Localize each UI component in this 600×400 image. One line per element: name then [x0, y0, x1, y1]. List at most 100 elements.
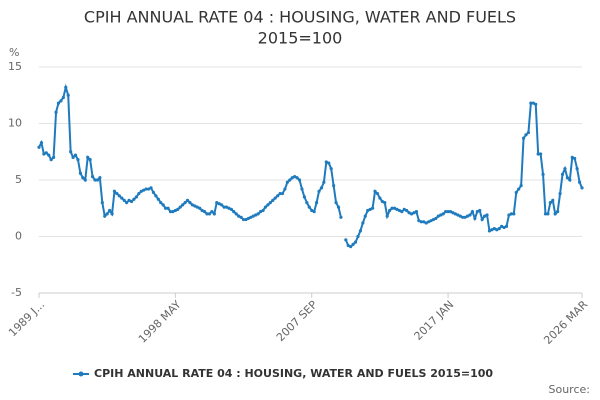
data-point	[224, 205, 229, 209]
data-point	[258, 210, 263, 214]
data-point	[59, 99, 63, 103]
data-point	[276, 194, 280, 198]
data-point	[519, 184, 523, 188]
data-point	[181, 203, 185, 207]
data-point	[461, 215, 465, 219]
data-point	[156, 197, 160, 201]
x-tick-label: 2007 SEP	[274, 298, 320, 344]
data-point	[580, 186, 584, 190]
data-point	[137, 191, 141, 196]
data-point	[98, 176, 102, 180]
data-point	[108, 208, 112, 213]
data-point	[556, 210, 560, 214]
data-point	[171, 210, 175, 214]
data-point	[385, 214, 389, 218]
data-point	[351, 242, 355, 247]
data-point	[202, 210, 207, 214]
data-point	[431, 217, 436, 222]
data-point	[370, 206, 375, 210]
data-point	[251, 214, 255, 218]
data-point	[434, 216, 438, 221]
data-point	[103, 214, 107, 218]
data-point	[90, 175, 95, 179]
data-point	[139, 189, 143, 193]
data-point	[504, 224, 509, 228]
data-point	[512, 212, 516, 216]
data-point	[444, 210, 448, 214]
data-point	[353, 240, 358, 244]
data-point	[254, 213, 258, 217]
data-point	[490, 228, 494, 232]
data-point	[64, 85, 68, 89]
data-point	[514, 190, 518, 195]
data-point	[456, 213, 460, 217]
data-point	[290, 176, 294, 180]
data-point	[166, 206, 170, 210]
data-point	[164, 206, 168, 210]
data-point	[363, 214, 367, 218]
data-point	[105, 212, 109, 216]
data-point	[300, 187, 304, 191]
y-tick-label: 5	[15, 173, 22, 186]
data-point	[465, 214, 470, 218]
data-point	[417, 219, 421, 223]
data-point	[229, 207, 233, 211]
data-point	[553, 212, 557, 216]
data-point	[478, 208, 482, 213]
data-point	[419, 220, 423, 224]
y-tick-label: -5	[11, 286, 22, 299]
data-point	[395, 207, 399, 211]
data-point	[222, 205, 226, 209]
data-point	[117, 194, 121, 198]
x-tick-label: 1998 MAY	[136, 298, 184, 346]
data-point	[339, 215, 343, 219]
data-point	[380, 199, 384, 204]
data-point	[358, 229, 363, 233]
data-point	[195, 205, 199, 209]
data-point	[349, 245, 353, 249]
data-point	[297, 178, 302, 182]
data-point	[154, 194, 158, 198]
data-point	[193, 204, 197, 208]
data-point	[81, 176, 85, 180]
data-point	[176, 207, 180, 211]
legend-marker	[78, 371, 84, 377]
data-point	[185, 198, 190, 202]
data-point	[39, 141, 44, 145]
series-line	[38, 83, 583, 248]
data-point	[261, 208, 265, 213]
data-point	[49, 158, 53, 162]
data-point	[405, 208, 409, 213]
data-point	[266, 203, 270, 207]
data-point	[198, 206, 202, 210]
data-point	[234, 212, 238, 216]
data-point	[453, 212, 457, 216]
data-point	[529, 101, 533, 105]
data-point	[543, 212, 548, 216]
data-point	[307, 205, 311, 209]
data-point	[120, 196, 124, 200]
data-point	[129, 199, 134, 204]
data-point	[183, 201, 187, 205]
data-point	[322, 180, 326, 184]
data-point	[412, 211, 416, 215]
data-point	[159, 201, 163, 205]
data-point	[480, 217, 484, 222]
data-point	[517, 187, 521, 191]
data-point	[83, 178, 87, 182]
data-point	[47, 153, 51, 157]
data-point	[100, 201, 104, 205]
data-point	[397, 208, 401, 213]
data-point	[149, 186, 153, 190]
data-point	[329, 167, 333, 171]
data-point	[487, 229, 492, 233]
x-tick-label: 1989 J...	[6, 298, 47, 339]
data-point	[190, 203, 195, 207]
data-point	[241, 217, 246, 222]
data-point	[95, 178, 100, 182]
data-point	[356, 234, 360, 239]
data-point	[463, 215, 467, 219]
data-point	[475, 210, 479, 214]
x-tick-label: 2017 JAN	[412, 298, 457, 343]
data-point	[188, 201, 192, 205]
